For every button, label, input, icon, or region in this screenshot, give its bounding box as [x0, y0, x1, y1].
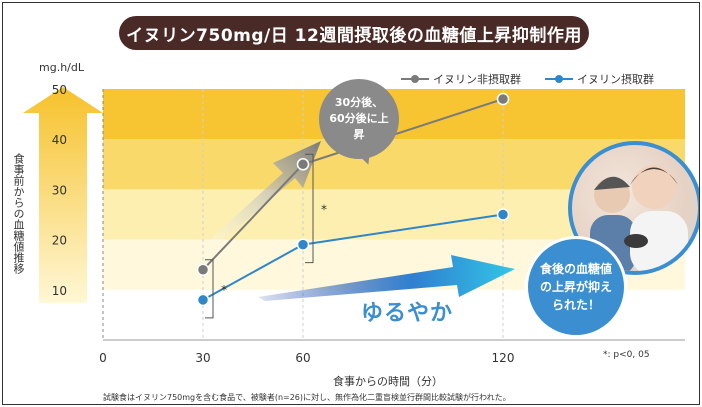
legend-label-blue: イヌリン摂取群 — [577, 73, 654, 86]
chart-title: イヌリン750mg/日 12週間摂取後の血糖値上昇抑制作用 — [119, 16, 589, 50]
y-tick-label: 20 — [52, 234, 67, 248]
y-tick-label: 10 — [52, 284, 67, 298]
y-axis-label: 食事前からの血糖値推移 — [12, 153, 25, 274]
y-unit-label: mg.h/dL — [39, 61, 84, 74]
blue-gentle-arrow — [258, 255, 515, 301]
data-point — [296, 158, 310, 171]
y-tick-label: 30 — [52, 183, 67, 197]
data-point — [196, 263, 210, 276]
significance-bracket — [305, 153, 314, 264]
x-tick-label: 0 — [99, 351, 107, 365]
data-point — [296, 238, 310, 251]
result-callout-text: 食後の血糖値の上昇が抑えられた！ — [539, 262, 612, 312]
x-axis-label: 食事からの時間（分） — [333, 375, 443, 388]
significance-bracket — [205, 259, 214, 319]
rise-callout-text: 30分後、60分後に上昇 — [329, 96, 389, 141]
data-point — [196, 293, 210, 307]
rise-callout: 30分後、60分後に上昇 — [319, 79, 399, 159]
legend-label-gray: イヌリン非摂取群 — [433, 73, 521, 86]
significance-star: * — [321, 202, 327, 216]
y-direction-arrow — [23, 87, 103, 303]
gentle-label: ゆるやか — [361, 301, 454, 326]
legend-item-blue: イヌリン摂取群 — [545, 71, 654, 87]
significance-star: * — [221, 283, 227, 297]
y-tick-label: 40 — [52, 133, 67, 147]
gray-rise-arrow — [208, 141, 321, 245]
data-point — [496, 208, 510, 221]
legend-marker-blue — [545, 75, 573, 83]
x-tick-label: 60 — [295, 351, 310, 365]
study-note: 試験食はイヌリン750mgを含む食品で、被験者(n=26)に対し、無作為化二重盲… — [103, 393, 511, 402]
significance-note: *: p<0, 05 — [603, 350, 650, 360]
legend-marker-gray — [401, 75, 429, 83]
result-callout: 食後の血糖値の上昇が抑えられた！ — [528, 239, 624, 335]
data-point — [496, 92, 510, 106]
legend-item-gray: イヌリン非摂取群 — [401, 71, 521, 87]
y-tick-label: 50 — [52, 83, 67, 97]
x-tick-label: 30 — [195, 351, 210, 365]
x-tick-label: 120 — [492, 351, 515, 365]
